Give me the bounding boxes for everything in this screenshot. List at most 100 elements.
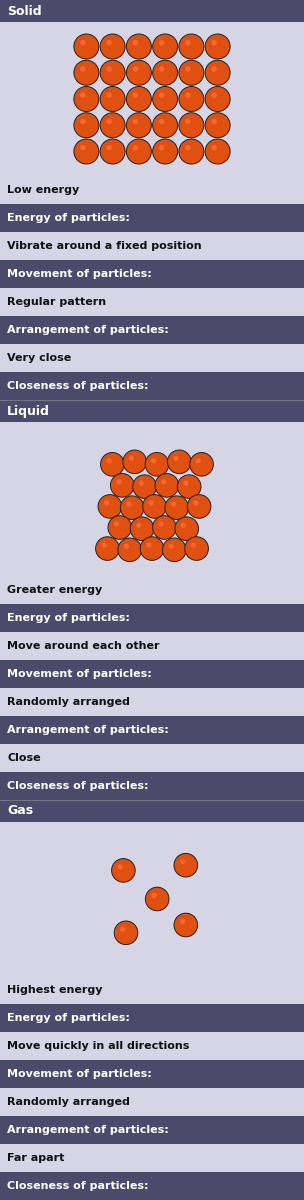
Circle shape — [110, 474, 134, 497]
Circle shape — [159, 119, 164, 125]
Circle shape — [74, 113, 99, 138]
Text: Close: Close — [7, 754, 41, 763]
Circle shape — [180, 919, 185, 924]
Circle shape — [179, 139, 204, 164]
Circle shape — [80, 145, 86, 150]
Bar — [0, 800, 304, 822]
Circle shape — [185, 66, 191, 72]
Bar — [0, 204, 304, 232]
Circle shape — [98, 494, 122, 518]
Circle shape — [126, 502, 131, 506]
Text: Highest energy: Highest energy — [7, 985, 102, 995]
Text: Randomly arranged: Randomly arranged — [7, 1097, 130, 1106]
Text: Randomly arranged: Randomly arranged — [7, 697, 130, 707]
Circle shape — [181, 523, 186, 528]
Circle shape — [163, 538, 186, 562]
Circle shape — [174, 853, 198, 877]
Circle shape — [177, 475, 201, 498]
Bar — [0, 772, 304, 800]
Circle shape — [205, 60, 230, 85]
Circle shape — [106, 145, 112, 150]
Text: Closeness of particles:: Closeness of particles: — [7, 781, 148, 791]
Bar — [0, 232, 304, 260]
Circle shape — [158, 521, 164, 527]
Bar — [0, 422, 304, 576]
Circle shape — [100, 113, 125, 138]
Circle shape — [205, 34, 230, 59]
Text: Gas: Gas — [7, 804, 33, 817]
Circle shape — [211, 66, 217, 72]
Circle shape — [80, 40, 86, 46]
Circle shape — [118, 538, 141, 562]
Bar — [0, 1060, 304, 1088]
Text: Liquid: Liquid — [7, 404, 50, 418]
Circle shape — [211, 92, 217, 98]
Circle shape — [211, 119, 217, 125]
Text: Energy of particles:: Energy of particles: — [7, 613, 130, 623]
Circle shape — [74, 34, 99, 59]
Text: Far apart: Far apart — [7, 1153, 64, 1163]
Circle shape — [104, 500, 109, 505]
Circle shape — [74, 139, 99, 164]
Text: Vibrate around a fixed position: Vibrate around a fixed position — [7, 241, 202, 251]
Circle shape — [80, 66, 86, 72]
Circle shape — [139, 480, 144, 486]
Circle shape — [185, 145, 191, 150]
Circle shape — [126, 34, 151, 59]
Text: Move quickly in all directions: Move quickly in all directions — [7, 1040, 189, 1051]
Text: Regular pattern: Regular pattern — [7, 296, 106, 307]
Circle shape — [161, 479, 166, 485]
Circle shape — [159, 92, 164, 98]
Circle shape — [153, 34, 178, 59]
Circle shape — [149, 500, 154, 505]
Circle shape — [196, 458, 201, 463]
Circle shape — [80, 92, 86, 98]
Circle shape — [145, 887, 169, 911]
Text: Solid: Solid — [7, 5, 42, 18]
Text: Movement of particles:: Movement of particles: — [7, 269, 152, 278]
Circle shape — [153, 516, 176, 539]
Circle shape — [179, 113, 204, 138]
Circle shape — [153, 86, 178, 112]
Circle shape — [118, 864, 123, 870]
Circle shape — [100, 139, 125, 164]
Bar — [0, 744, 304, 772]
Circle shape — [120, 926, 125, 932]
Circle shape — [159, 40, 164, 46]
Text: Arrangement of particles:: Arrangement of particles: — [7, 325, 169, 335]
Text: Movement of particles:: Movement of particles: — [7, 1069, 152, 1079]
Circle shape — [168, 450, 191, 474]
Bar — [0, 976, 304, 1004]
Bar — [0, 176, 304, 204]
Circle shape — [211, 145, 217, 150]
Bar — [0, 1116, 304, 1144]
Circle shape — [211, 40, 217, 46]
Circle shape — [173, 456, 178, 461]
Text: Arrangement of particles:: Arrangement of particles: — [7, 1126, 169, 1135]
Circle shape — [100, 60, 125, 85]
Circle shape — [153, 113, 178, 138]
Circle shape — [133, 475, 156, 498]
Circle shape — [74, 86, 99, 112]
Bar — [0, 716, 304, 744]
Circle shape — [153, 139, 178, 164]
Bar — [0, 0, 304, 22]
Circle shape — [151, 893, 157, 898]
Circle shape — [193, 500, 199, 505]
Text: Very close: Very close — [7, 353, 71, 362]
Circle shape — [100, 34, 125, 59]
Circle shape — [155, 474, 179, 497]
Bar — [0, 822, 304, 976]
Circle shape — [133, 145, 138, 150]
Text: Energy of particles:: Energy of particles: — [7, 214, 130, 223]
Circle shape — [112, 859, 135, 882]
Circle shape — [183, 480, 188, 486]
Circle shape — [191, 542, 196, 547]
Bar — [0, 288, 304, 316]
Circle shape — [101, 452, 124, 476]
Bar — [0, 344, 304, 372]
Bar — [0, 400, 304, 422]
Bar — [0, 688, 304, 716]
Circle shape — [179, 86, 204, 112]
Circle shape — [120, 496, 144, 520]
